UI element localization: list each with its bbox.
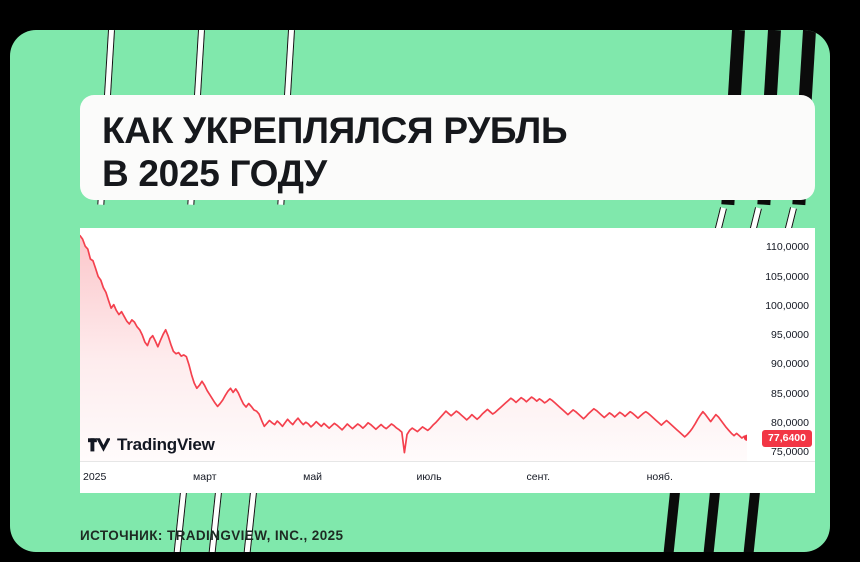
price-axis-tick: 95,0000 — [771, 329, 809, 342]
time-axis: 2025 март май июль сент. нояб. — [80, 461, 815, 493]
source-note: ИСТОЧНИК: TRADINGVIEW, INC., 2025 — [80, 528, 344, 543]
time-axis-tick: май — [303, 471, 323, 483]
price-axis-tick: 105,0000 — [765, 270, 809, 283]
price-axis-tick: 85,0000 — [771, 387, 809, 400]
time-axis-tick: июль — [416, 471, 442, 483]
price-axis-tick: 90,0000 — [771, 358, 809, 371]
price-area-chart — [80, 234, 747, 462]
decorative-stripe — [699, 491, 720, 552]
price-axis-tick: 100,0000 — [765, 299, 809, 312]
last-price-marker — [743, 434, 747, 441]
tradingview-logo-icon — [88, 438, 110, 452]
chart-price-line — [80, 234, 747, 454]
time-axis-tick: март — [193, 471, 217, 483]
price-axis-tick: 80,0000 — [771, 416, 809, 429]
page-title-line-1: КАК УКРЕПЛЯЛСЯ РУБЛЬ — [102, 110, 568, 151]
price-axis-tick: 75,0000 — [771, 446, 809, 459]
time-axis-tick: 2025 — [83, 471, 107, 483]
chart-area-fill — [80, 235, 747, 462]
tradingview-wordmark: TradingView — [117, 435, 215, 454]
decorative-stripe — [739, 491, 760, 552]
title-card: КАК УКРЕПЛЯЛСЯ РУБЛЬ В 2025 ГОДУ — [80, 95, 815, 200]
green-background-card: КАК УКРЕПЛЯЛСЯ РУБЛЬ В 2025 ГОДУ — [10, 30, 830, 552]
page-title-line-2: В 2025 ГОДУ — [102, 153, 327, 194]
decorative-stripe — [659, 491, 680, 552]
price-axis: 110,0000 105,0000 100,0000 95,0000 90,0000 85… — [747, 228, 815, 462]
time-axis-tick: сент. — [526, 471, 550, 483]
price-axis-tick: 110,0000 — [765, 241, 809, 254]
time-axis-tick: нояб. — [646, 471, 673, 483]
current-price-badge: 77,6400 — [762, 429, 812, 447]
chart-panel: TradingView 110,0000 105,0000 100,0000 95,0… — [80, 228, 815, 493]
tradingview-watermark: TradingView — [88, 435, 215, 455]
chart-plot-area — [80, 228, 747, 462]
